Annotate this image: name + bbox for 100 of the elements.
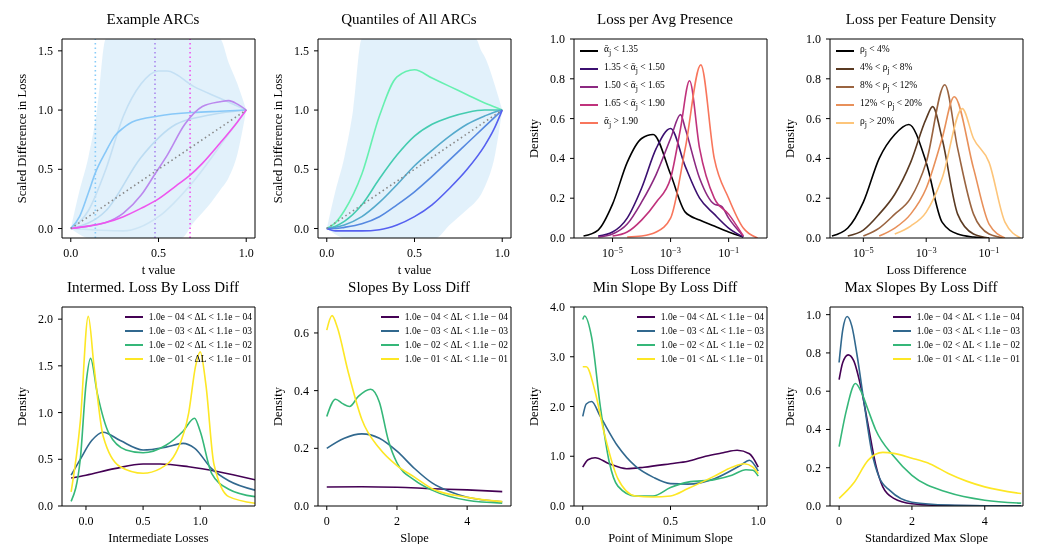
legend-label: 1.0e − 02 < ΔL < 1.1e − 02 <box>916 339 1020 352</box>
chart-title: Min Slope By Loss Diff <box>591 278 739 297</box>
y-axis-title: Scaled Difference in Loss <box>15 73 30 204</box>
x-tick-label: 1.0 <box>192 514 208 528</box>
legend-label: 12% < ρ$_{j}$ < 20% <box>860 96 922 113</box>
y-axis-title: Density <box>15 386 30 426</box>
y-tick-label: 2.0 <box>38 312 53 327</box>
chart-title: Intermed. Loss By Loss Diff <box>66 278 240 297</box>
legend-label: 1.0e − 02 < ΔL < 1.1e − 02 <box>660 339 764 352</box>
y-tick-label: 0.8 <box>806 345 821 360</box>
y-axis-title: Density <box>783 118 798 158</box>
chart-title: Max Slopes By Loss Diff <box>843 278 999 297</box>
legend-label: 1.0e − 01 < ΔL < 1.1e − 01 <box>916 353 1020 366</box>
x-tick-label: 4 <box>981 514 988 528</box>
y-tick-label: 1.0 <box>550 32 565 46</box>
x-tick-label: 10$^{−1}$ <box>718 245 740 260</box>
y-tick-label: 0.0 <box>806 231 821 245</box>
chart-title: Loss per Feature Density <box>844 10 998 29</box>
y-tick-label: 0.8 <box>550 71 565 86</box>
legend-label: 1.0e − 03 < ΔL < 1.1e − 03 <box>916 325 1020 338</box>
x-tick-label: 10$^{−3}$ <box>660 245 682 260</box>
y-axis-title: Density <box>527 386 542 426</box>
y-tick-label: 1.0 <box>38 103 53 118</box>
y-axis-title: Density <box>783 386 798 426</box>
x-tick-label: 10$^{−5}$ <box>852 245 874 260</box>
y-tick-label: 0.6 <box>294 325 309 340</box>
y-tick-label: 1.0 <box>294 103 309 118</box>
y-tick-label: 4.0 <box>550 300 565 314</box>
y-tick-label: 0.4 <box>294 383 309 398</box>
x-axis-title: Intermediate Losses <box>108 531 209 545</box>
legend-label: 1.0e − 04 < ΔL < 1.1e − 04 <box>916 311 1020 324</box>
legend-label: 1.35 < ᾱ$_{j}$ < 1.50 <box>604 60 665 77</box>
y-tick-label: 3.0 <box>550 349 565 364</box>
y-tick-label: 0.0 <box>294 499 309 513</box>
legend-label: 1.0e − 02 < ΔL < 1.1e − 02 <box>148 339 252 352</box>
x-axis-title: Standardized Max Slope <box>865 531 989 545</box>
legend-label: 1.0e − 01 < ΔL < 1.1e − 01 <box>660 353 764 366</box>
y-tick-label: 1.0 <box>38 405 53 420</box>
x-tick-label: 2 <box>393 514 400 528</box>
y-tick-label: 1.5 <box>38 358 53 373</box>
x-tick-label: 10$^{−5}$ <box>602 245 623 260</box>
legend-label: 1.0e − 04 < ΔL < 1.1e − 04 <box>404 311 508 324</box>
y-tick-label: 0.4 <box>806 151 821 166</box>
y-tick-label: 0.4 <box>550 151 565 166</box>
y-tick-label: 1.0 <box>806 307 821 322</box>
x-tick-label: 1.0 <box>750 514 766 528</box>
x-tick-label: 2 <box>908 514 915 528</box>
y-tick-label: 2.0 <box>550 399 565 414</box>
y-tick-label: 1.0 <box>550 449 565 464</box>
legend-label: 4% < ρ$_{j}$ < 8% <box>860 60 913 77</box>
legend-label: ρ$_{j}$ < 4% <box>860 43 890 59</box>
y-tick-label: 0.5 <box>38 162 53 177</box>
x-axis-title: t value <box>141 263 176 277</box>
x-tick-label: 0.0 <box>78 514 94 528</box>
legend-label: 1.65 < ᾱ$_{j}$ < 1.90 <box>604 96 665 113</box>
x-tick-label: 0.5 <box>663 514 678 528</box>
chart-title: Slopes By Loss Diff <box>347 278 471 297</box>
chart-title: Quantiles of All ARCs <box>340 10 478 29</box>
legend-label: 1.0e − 02 < ΔL < 1.1e − 02 <box>404 339 508 352</box>
x-axis-title: Point of Minimum Slope <box>608 531 734 545</box>
y-tick-label: 0.6 <box>806 384 821 399</box>
chart-title: Loss per Avg Presence <box>596 10 734 29</box>
legend-label: ᾱ$_{j}$ > 1.90 <box>604 114 638 131</box>
y-tick-label: 0.5 <box>294 162 309 177</box>
y-tick-label: 0.0 <box>806 499 821 513</box>
chart-title: Example ARCs <box>105 10 201 29</box>
legend-label: 1.0e − 03 < ΔL < 1.1e − 03 <box>148 325 252 338</box>
x-axis-title: Loss Difference <box>886 263 967 277</box>
x-tick-label: 10$^{−3}$ <box>915 245 937 260</box>
y-tick-label: 0.4 <box>806 422 821 437</box>
x-tick-label: 4 <box>464 514 471 528</box>
legend-label: 1.0e − 04 < ΔL < 1.1e − 04 <box>660 311 764 324</box>
legend-label: ᾱ$_{j}$ < 1.35 <box>604 43 638 59</box>
x-tick-label: 0.5 <box>407 246 422 260</box>
x-tick-label: 0 <box>323 514 330 528</box>
x-axis-title: Loss Difference <box>630 263 711 277</box>
x-tick-label: 1.0 <box>238 246 254 260</box>
legend-label: 1.50 < ᾱ$_{j}$ < 1.65 <box>604 78 665 95</box>
legend-label: 1.0e − 01 < ΔL < 1.1e − 01 <box>404 353 508 366</box>
y-tick-label: 0.0 <box>550 499 565 513</box>
x-tick-label: 1.0 <box>494 246 510 260</box>
y-tick-label: 0.8 <box>806 71 821 86</box>
x-tick-label: 0 <box>836 514 843 528</box>
legend-label: 8% < ρ$_{j}$ < 12% <box>860 78 918 95</box>
y-tick-label: 0.2 <box>550 191 565 206</box>
y-tick-label: 0.6 <box>806 111 821 126</box>
y-tick-label: 1.5 <box>38 43 53 58</box>
y-tick-label: 1.0 <box>806 32 821 46</box>
y-axis-title: Density <box>527 118 542 158</box>
y-tick-label: 0.0 <box>38 221 53 236</box>
legend-label: 1.0e − 03 < ΔL < 1.1e − 03 <box>404 325 508 338</box>
y-tick-label: 0.0 <box>38 499 53 513</box>
y-tick-label: 0.0 <box>550 231 565 245</box>
x-axis-title: t value <box>397 263 432 277</box>
y-tick-label: 1.5 <box>294 43 309 58</box>
y-axis-title: Density <box>271 386 286 426</box>
y-tick-label: 0.2 <box>806 460 821 475</box>
y-tick-label: 0.6 <box>550 111 565 126</box>
x-tick-label: 0.0 <box>63 246 79 260</box>
legend-label: 1.0e − 04 < ΔL < 1.1e − 04 <box>148 311 252 324</box>
